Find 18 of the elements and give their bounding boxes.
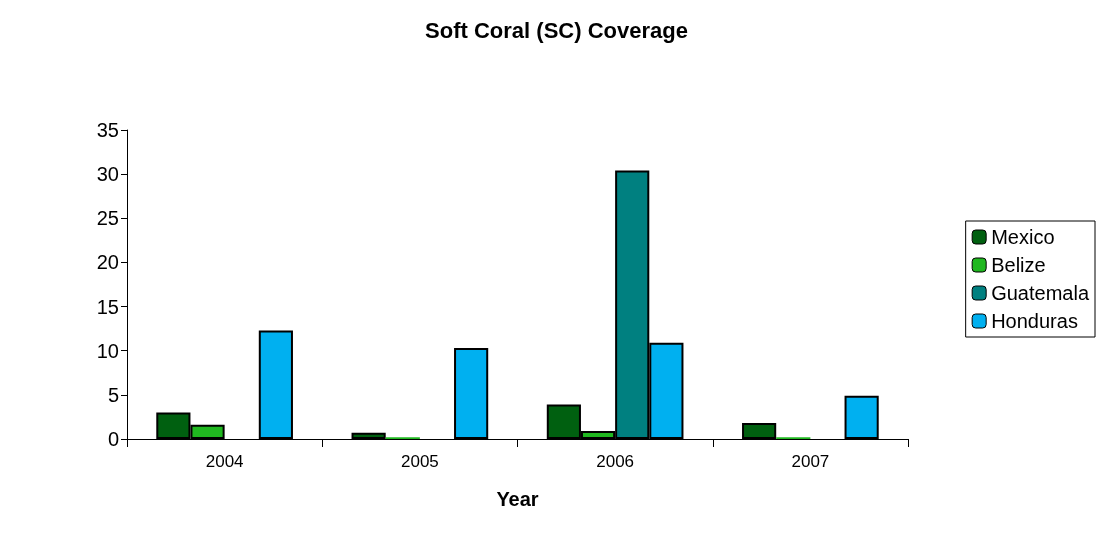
y-tick-label: 5 [107,383,119,406]
x-tick-label: 2006 [596,452,635,471]
y-tick-label: 15 [96,295,119,318]
x-tick-label: 2007 [791,452,830,471]
legend-label: Guatemala [991,282,1090,304]
x-tick-label: 2005 [400,452,439,471]
legend-label: Belize [991,254,1046,276]
y-tick-label: 20 [96,251,119,274]
x-axis-title: Year [496,488,539,510]
y-tick-label: 35 [96,119,119,141]
legend-label: Mexico [991,226,1055,248]
legend-label: Honduras [991,310,1078,332]
y-tick-label: 0 [107,428,119,450]
x-tick-label: 2004 [205,452,244,471]
y-tick-label: 30 [96,163,119,186]
chart-title: Soft Coral (SC) Coverage [425,17,688,43]
y-tick-label: 25 [96,207,119,230]
y-tick-label: 10 [96,339,119,362]
